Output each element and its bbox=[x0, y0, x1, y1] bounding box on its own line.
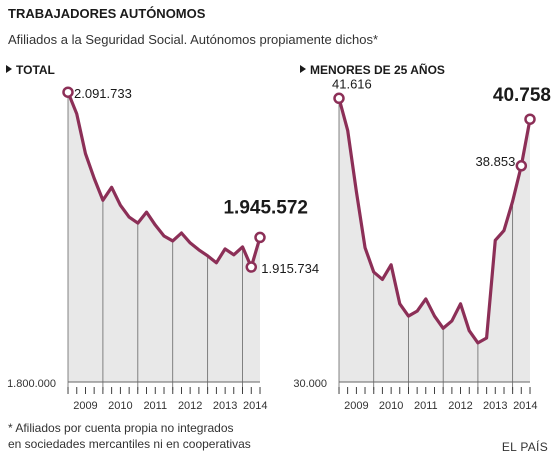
footnote-line-2: en sociedades mercantiles ni en cooperat… bbox=[8, 437, 251, 451]
panel1-quarter-tick: I bbox=[75, 386, 78, 397]
panel2-baseline-label: 30.000 bbox=[293, 378, 327, 390]
panel1-quarter-tick: I bbox=[67, 386, 70, 397]
panel2-quarter-tick: I bbox=[468, 386, 471, 397]
panel2-quarter-tick: I bbox=[381, 386, 384, 397]
panel1-year-label: 2010 bbox=[108, 400, 132, 412]
panel1-data-label-3: 1.945.572 bbox=[223, 197, 308, 218]
panel1-quarter-tick: I bbox=[163, 386, 166, 397]
panel2-quarter-tick: I bbox=[372, 386, 375, 397]
panel2-quarter-tick: I bbox=[390, 386, 393, 397]
panel2-quarter-tick: I bbox=[450, 386, 453, 397]
panel2-year-label: 2014 bbox=[513, 400, 537, 412]
panel2-series-line bbox=[337, 96, 532, 345]
panel1-quarter-tick: I bbox=[215, 386, 218, 397]
panel1-series-line bbox=[66, 90, 262, 269]
panel2-quarter-tick: I bbox=[416, 386, 419, 397]
panel2-quarter-tick: I bbox=[346, 386, 349, 397]
panel1-year-label: 2013 bbox=[213, 400, 237, 412]
footnote-line-1: * Afiliados por cuenta propia no integra… bbox=[8, 421, 234, 435]
panel2-quarter-tick: I bbox=[520, 386, 523, 397]
panel2-quarter-tick: I bbox=[529, 386, 532, 397]
panel2-quarter-tick: I bbox=[338, 386, 341, 397]
panel2-quarter-tick: I bbox=[433, 386, 436, 397]
panel1-quarter-tick: I bbox=[110, 386, 113, 397]
panel2-year-label: 2013 bbox=[483, 400, 507, 412]
panel2-quarter-tick: I bbox=[398, 386, 401, 397]
panel1-quarter-tick: I bbox=[206, 386, 209, 397]
panel1-quarter-tick: I bbox=[250, 386, 253, 397]
panel2-title-marker bbox=[300, 65, 306, 73]
panel1-quarter-tick: I bbox=[198, 386, 201, 397]
panel2-year-label: 2009 bbox=[344, 400, 368, 412]
panel2-quarter-tick: I bbox=[459, 386, 462, 397]
panel2-year-label: 2012 bbox=[448, 400, 472, 412]
panel2-marker-3 bbox=[524, 113, 536, 125]
panel2-year-label: 2010 bbox=[379, 400, 403, 412]
panel1-quarter-tick: I bbox=[93, 386, 96, 397]
panel1-marker-2 bbox=[245, 261, 258, 273]
panel1-quarter-tick: I bbox=[171, 386, 174, 397]
panel2-area bbox=[339, 98, 530, 382]
panel2-quarter-tick: I bbox=[442, 386, 445, 397]
panel1-marker-3 bbox=[254, 231, 266, 244]
panel1-marker-1 bbox=[62, 86, 74, 98]
panel1-data-label-1: 2.091.733 bbox=[74, 86, 132, 101]
chart-title: TRABAJADORES AUTÓNOMOS bbox=[8, 6, 206, 21]
panel1-title-marker bbox=[6, 65, 12, 73]
panel2-quarter-tick: I bbox=[364, 386, 367, 397]
panel1-year-label: 2009 bbox=[73, 400, 97, 412]
panel2-quarter-tick: I bbox=[494, 386, 497, 397]
panel2-marker-2 bbox=[515, 160, 528, 172]
panel2-marker-1 bbox=[333, 92, 345, 105]
panel2-data-label-1: 41.616 bbox=[332, 76, 372, 91]
source-credit: EL PAÍS bbox=[501, 440, 548, 454]
panel2-year-label: 2011 bbox=[414, 400, 438, 412]
panel1-quarter-tick: I bbox=[136, 386, 139, 397]
panel1-quarter-tick: I bbox=[154, 386, 157, 397]
panel2-quarter-tick: I bbox=[503, 386, 506, 397]
footnote: * Afiliados por cuenta propia no integra… bbox=[8, 420, 251, 452]
panel2-title: MENORES DE 25 AÑOS bbox=[310, 62, 445, 77]
panel1-data-label-2: 1.915.734 bbox=[261, 261, 319, 276]
panel1-quarter-tick: I bbox=[189, 386, 192, 397]
panel1-quarter-tick: I bbox=[232, 386, 235, 397]
panel2-quarter-tick: I bbox=[485, 386, 488, 397]
panel1-quarter-tick: I bbox=[241, 386, 244, 397]
panel1-year-label: 2011 bbox=[143, 400, 167, 412]
panel1-quarter-tick: I bbox=[145, 386, 148, 397]
panel1-quarter-tick: I bbox=[102, 386, 105, 397]
panel2-quarter-tick: I bbox=[407, 386, 410, 397]
panel1-quarter-tick: I bbox=[180, 386, 183, 397]
panel1-quarter-tick: I bbox=[84, 386, 87, 397]
panel2-data-label-2: 38.853 bbox=[476, 154, 516, 169]
panel1-year-label: 2012 bbox=[178, 400, 202, 412]
panel1-baseline-label: 1.800.000 bbox=[7, 378, 56, 390]
panel2-quarter-tick: I bbox=[355, 386, 358, 397]
chart-subtitle: Afiliados a la Seguridad Social. Autónom… bbox=[8, 32, 379, 47]
panel2-quarter-tick: I bbox=[511, 386, 514, 397]
panel1-quarter-tick: I bbox=[119, 386, 122, 397]
panel2-quarter-tick: I bbox=[424, 386, 427, 397]
panel1-title: TOTAL bbox=[16, 63, 55, 77]
panel2-quarter-tick: I bbox=[477, 386, 480, 397]
panel1-quarter-tick: I bbox=[128, 386, 131, 397]
panel2-data-label-3: 40.758 bbox=[493, 85, 551, 106]
panel1-year-label: 2014 bbox=[243, 400, 267, 412]
panel1-quarter-tick: I bbox=[224, 386, 227, 397]
panel1-quarter-tick: I bbox=[259, 386, 262, 397]
